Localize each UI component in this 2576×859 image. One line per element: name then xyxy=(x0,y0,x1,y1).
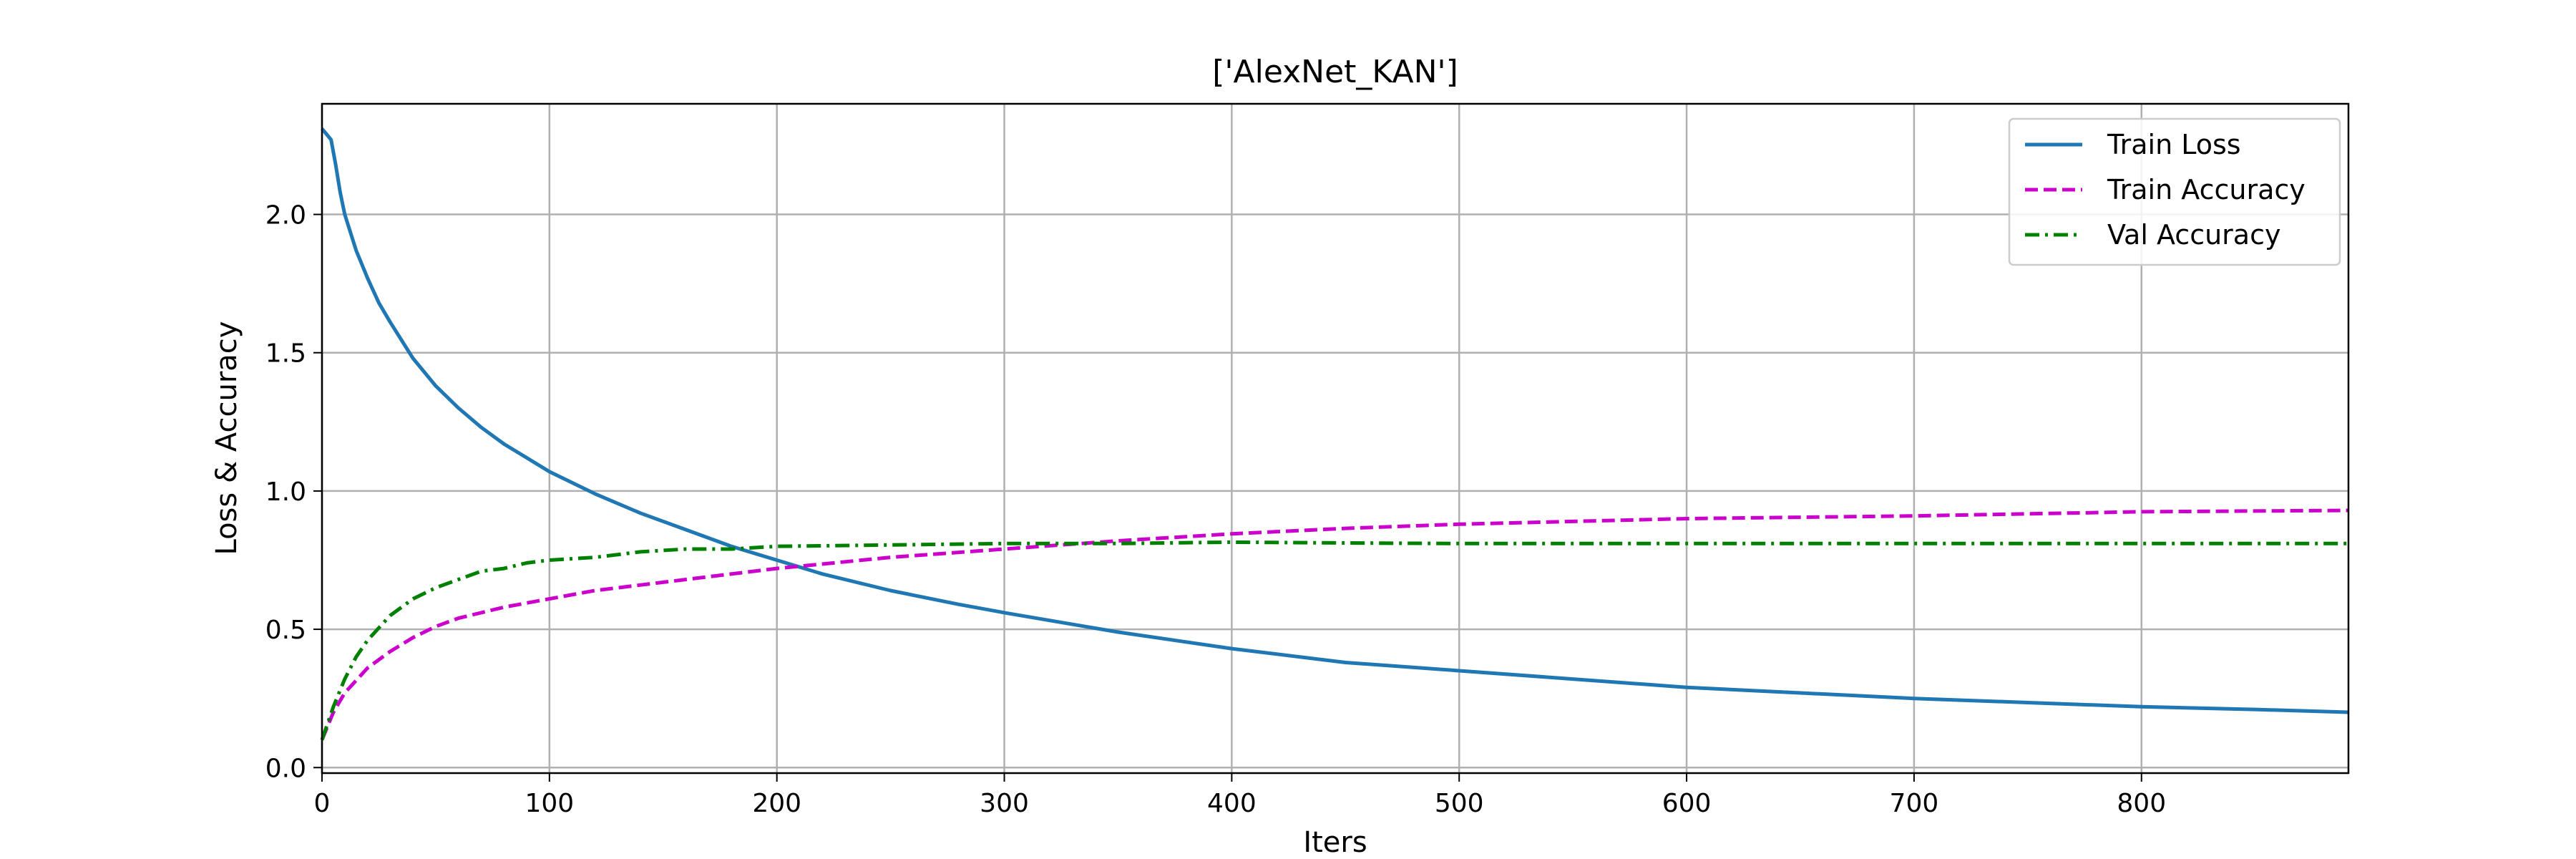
x-tick-label: 0 xyxy=(314,789,331,818)
x-tick-label: 200 xyxy=(752,789,801,818)
x-tick-label: 300 xyxy=(980,789,1029,818)
y-tick-label: 0.5 xyxy=(265,616,306,645)
legend-label: Val Accuracy xyxy=(2107,219,2280,251)
legend: Train Loss Train Accuracy Val Accuracy xyxy=(2008,117,2341,266)
x-tick-label: 500 xyxy=(1435,789,1484,818)
x-tick-label: 700 xyxy=(1890,789,1939,818)
legend-label: Train Loss xyxy=(2107,129,2241,160)
y-tick-label: 1.5 xyxy=(265,339,306,369)
y-tick-label: 1.0 xyxy=(265,477,306,507)
x-tick-label: 800 xyxy=(2117,789,2166,818)
plot-frame xyxy=(321,102,2350,775)
x-axis-label: Iters xyxy=(1303,826,1367,859)
legend-label: Train Accuracy xyxy=(2107,174,2306,205)
chart-title: ['AlexNet_KAN'] xyxy=(1212,54,1458,90)
series-line-train-loss xyxy=(321,127,2349,714)
x-tick-label: 600 xyxy=(1662,789,1712,818)
series-layer xyxy=(320,127,2349,741)
x-tick-label: 400 xyxy=(1207,789,1257,818)
y-axis-label: Loss & Accuracy xyxy=(210,321,243,555)
x-tick-label: 100 xyxy=(525,789,574,818)
legend-box xyxy=(2008,117,2341,266)
series-line-val-accuracy xyxy=(320,540,2348,741)
axis-ticks: 0 100 200 300 400 500 600 700 800 0.0 0.5 1.0 1.5 2.0 xyxy=(265,201,2166,818)
y-tick-label: 0.0 xyxy=(265,754,306,783)
series-line-train-accuracy xyxy=(320,508,2349,741)
y-tick-label: 2.0 xyxy=(265,201,306,230)
